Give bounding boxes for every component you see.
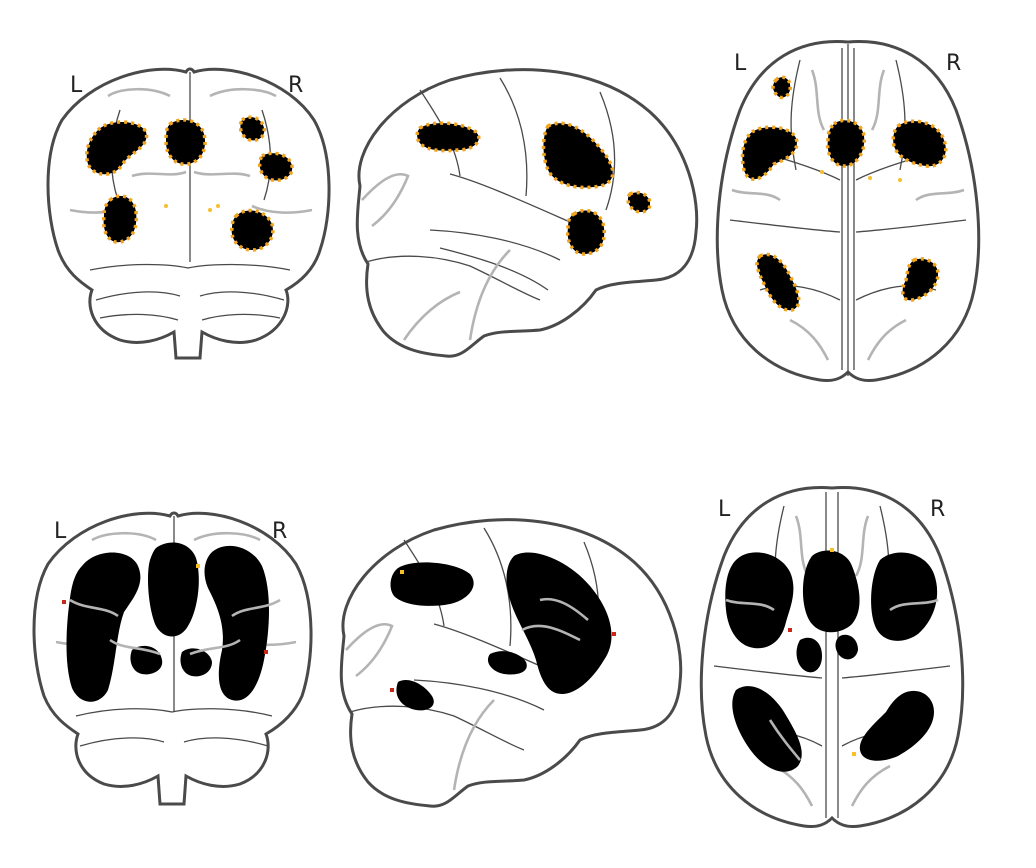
sagittal-brain-outline xyxy=(355,68,699,358)
activation-cluster xyxy=(101,194,139,244)
activation-cluster xyxy=(871,552,938,641)
activation-cluster xyxy=(732,686,802,772)
activation-cluster xyxy=(825,118,866,168)
bottom-row: L R L R xyxy=(32,486,965,828)
activation-cluster xyxy=(257,151,294,183)
activation-cluster xyxy=(396,679,434,711)
activation-cluster xyxy=(803,550,860,633)
activation-cluster xyxy=(859,690,934,761)
activation-cluster xyxy=(725,552,794,649)
activation-cluster xyxy=(164,118,207,166)
bottom-coronal-right-label: R xyxy=(272,519,287,544)
activation-cluster xyxy=(900,257,940,302)
activation-cluster xyxy=(487,651,527,675)
top-sagittal-view xyxy=(355,68,699,358)
top-coronal-view xyxy=(46,67,331,360)
top-axial-right-label: R xyxy=(946,51,961,76)
axial-brain-outline xyxy=(699,486,965,828)
bottom-axial-left-label: L xyxy=(718,497,731,522)
bottom-sagittal-view xyxy=(339,518,683,808)
activation-cluster xyxy=(796,637,822,673)
bottom-coronal-left-label: L xyxy=(54,519,67,544)
activation-cluster xyxy=(755,252,801,312)
bottom-axial-view xyxy=(699,486,965,828)
bottom-coronal-view xyxy=(32,511,313,806)
activation-cluster xyxy=(238,115,267,143)
activation-cluster xyxy=(180,648,212,677)
activation-cluster xyxy=(771,75,792,100)
activation-cluster xyxy=(891,119,948,168)
top-axial-left-label: L xyxy=(734,51,747,76)
activation-cluster xyxy=(148,542,199,637)
activation-cluster xyxy=(541,121,615,190)
activation-cluster xyxy=(835,634,858,660)
activation-cluster xyxy=(85,120,149,176)
top-axial-view xyxy=(715,40,981,382)
activation-cluster xyxy=(415,121,481,153)
activation-cluster xyxy=(565,208,607,256)
top-row: L R L R xyxy=(46,40,981,382)
top-coronal-left-label: L xyxy=(70,73,83,98)
activation-cluster xyxy=(390,562,474,606)
activation-cluster xyxy=(229,208,275,252)
top-coronal-right-label: R xyxy=(288,73,303,98)
activation-cluster xyxy=(506,552,612,694)
activation-cluster xyxy=(740,125,799,181)
activation-cluster xyxy=(626,190,652,214)
activation-cluster xyxy=(66,552,141,702)
activation-cluster xyxy=(204,545,269,701)
bottom-axial-right-label: R xyxy=(930,497,945,522)
